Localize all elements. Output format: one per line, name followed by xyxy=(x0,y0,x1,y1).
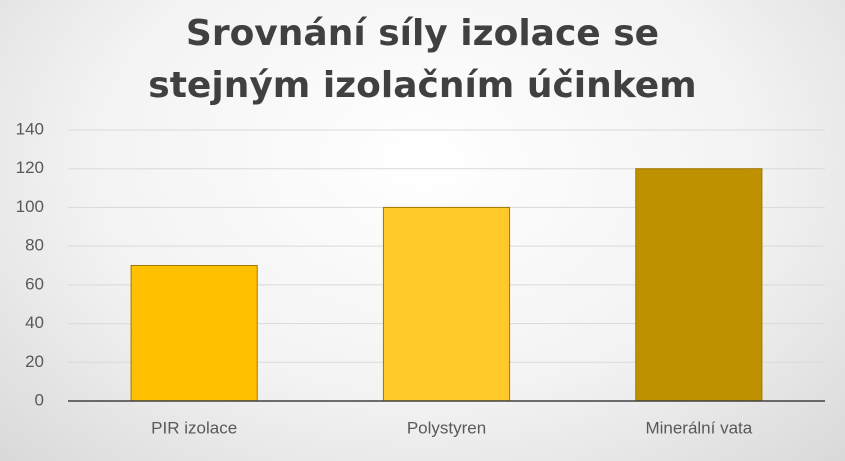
y-tick-label: 20 xyxy=(25,352,44,371)
y-tick-label: 0 xyxy=(35,390,44,409)
bar xyxy=(382,206,511,402)
y-tick-label: 60 xyxy=(25,274,44,293)
x-tick-label: PIR izolace xyxy=(151,418,237,437)
x-tick-label: Polystyren xyxy=(407,418,486,437)
chart-title: Srovnání síly izolace se stejným izolačn… xyxy=(148,13,697,106)
y-tick-label: 40 xyxy=(25,313,44,332)
bar xyxy=(130,265,258,402)
y-tick-label: 80 xyxy=(25,236,44,255)
y-tick-label: 100 xyxy=(16,197,44,216)
y-tick-label: 140 xyxy=(16,119,44,138)
x-tick-label: Minerální vata xyxy=(645,418,752,437)
y-tick-label: 120 xyxy=(16,158,44,177)
bar xyxy=(635,168,763,402)
